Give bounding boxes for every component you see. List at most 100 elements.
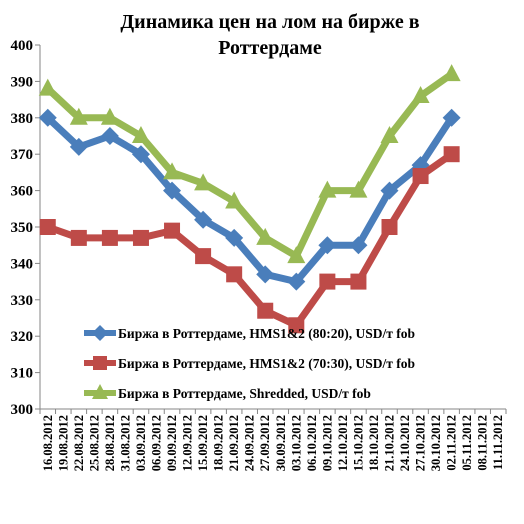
data-point [380,181,399,200]
data-point [411,85,430,103]
legend-marker [93,356,107,370]
data-point [412,168,429,185]
data-point [70,229,87,246]
y-tick-label: 400 [11,38,34,54]
data-point [319,273,336,290]
data-point [163,162,182,180]
chart-series [38,64,461,334]
chart-title-line-2: Роттердаме [218,37,322,59]
x-tick-label: 25.08.2012 [87,415,101,471]
chart-axes [39,45,506,410]
data-point [131,126,150,143]
data-point [132,229,149,246]
y-axis-ticks: 300 310 320 330 340 350 360 370 380 390 400 [11,38,40,418]
data-point [380,126,399,143]
x-tick-label: 28.08.2012 [103,415,117,471]
data-point [349,180,368,198]
data-point [287,272,306,291]
series-3 [38,64,461,264]
data-point [288,317,305,334]
series-2 [39,146,460,334]
legend-marker [92,325,108,341]
legend-entry-3: Биржа в Роттердаме, Shredded, USD/т fob [84,384,371,401]
data-point [163,181,182,200]
data-point [39,219,56,235]
data-point [318,180,337,198]
x-tick-label: 16.08.2012 [41,415,55,471]
data-point [195,248,212,265]
legend-label: Биржа в Роттердаме, HMS1&2 (70:30), USD/… [118,356,415,371]
x-tick-label: 03.10.2012 [289,415,303,471]
x-tick-label: 15.10.2012 [351,415,365,471]
y-tick-label: 320 [11,329,34,345]
legend-marker [92,384,108,399]
x-tick-label: 09.10.2012 [320,415,334,471]
data-point [100,107,119,125]
data-point [69,137,88,156]
data-point [442,64,461,82]
x-tick-label: 30.10.2012 [429,415,443,471]
y-tick-label: 370 [11,147,34,163]
x-tick-label: 27.10.2012 [414,415,428,471]
series-1 [38,108,461,291]
y-tick-label: 350 [11,220,34,236]
y-tick-label: 310 [11,366,34,382]
data-point [256,227,275,245]
y-tick-label: 360 [11,184,34,200]
x-tick-label: 24.10.2012 [398,415,412,471]
chart-title: Динамика цен на лом на бирже в Роттердам… [120,11,419,59]
x-tick-label: 12.10.2012 [336,415,350,471]
y-tick-label: 340 [11,256,34,272]
data-point [100,127,119,145]
chart-title-line-1: Динамика цен на лом на бирже в [120,11,419,33]
chart-legend: Биржа в Роттердаме, HMS1&2 (80:20), USD/… [84,325,415,401]
data-point [287,246,306,264]
x-tick-label: 22.08.2012 [72,415,86,471]
data-point [256,265,275,284]
legend-entry-2: Биржа в Роттердаме, HMS1&2 (70:30), USD/… [84,356,415,371]
y-tick-label: 380 [11,111,34,127]
data-point [101,229,118,246]
x-tick-label: 06.10.2012 [305,415,319,471]
y-tick-label: 300 [11,402,34,418]
x-axis-ticks: 16.08.2012 19.08.2012 22.08.2012 25.08.2012… [39,409,507,471]
x-tick-label: 06.09.2012 [150,415,164,471]
data-point [69,107,88,125]
y-tick-label: 330 [11,293,34,309]
data-point [164,222,181,239]
x-tick-label: 08.11.2012 [476,415,490,471]
x-tick-label: 03.09.2012 [134,415,148,471]
x-tick-label: 18.10.2012 [367,415,381,471]
data-point [349,236,368,255]
legend-entry-1: Биржа в Роттердаме, HMS1&2 (80:20), USD/… [84,325,415,341]
x-tick-label: 31.08.2012 [118,415,132,471]
data-point [38,78,57,96]
x-tick-label: 30.09.2012 [274,415,288,471]
x-tick-label: 11.11.2012 [491,415,505,470]
x-tick-label: 21.10.2012 [383,415,397,471]
data-point [225,228,244,247]
x-tick-label: 24.09.2012 [243,415,257,471]
data-point [318,236,337,255]
x-tick-label: 15.09.2012 [196,415,210,471]
data-point [381,219,398,235]
data-point [350,273,367,290]
x-tick-label: 09.09.2012 [165,415,179,471]
data-point [194,210,213,229]
data-point [131,145,150,164]
data-point [226,266,243,283]
legend-label: Биржа в Роттердаме, HMS1&2 (80:20), USD/… [118,326,415,341]
data-point [38,108,57,127]
x-tick-label: 21.09.2012 [227,415,241,471]
legend-label: Биржа в Роттердаме, Shredded, USD/т fob [118,386,371,401]
data-point [257,302,274,319]
data-point [443,146,460,163]
data-point [194,173,213,191]
data-point [442,108,461,127]
x-tick-label: 12.09.2012 [181,415,195,471]
x-tick-label: 02.11.2012 [445,415,459,471]
x-tick-label: 27.09.2012 [258,415,272,471]
x-tick-label: 19.08.2012 [56,415,70,471]
x-tick-label: 18.09.2012 [212,415,226,471]
